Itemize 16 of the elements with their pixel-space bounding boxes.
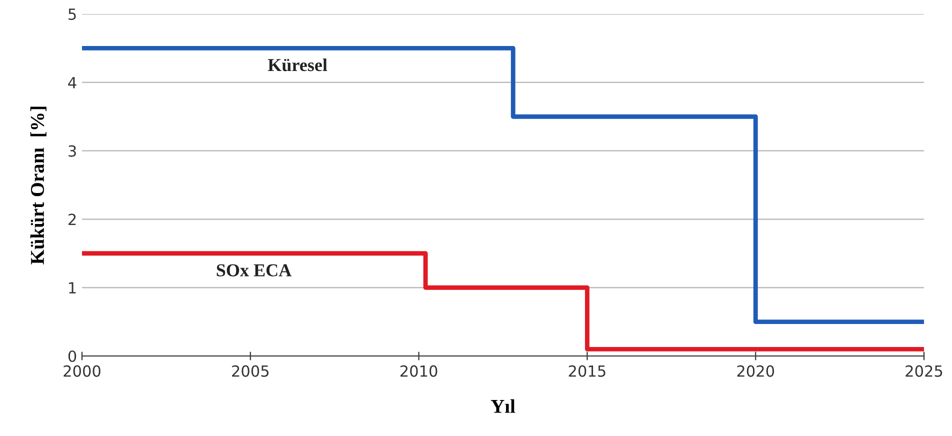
y-tick-label: 3	[68, 145, 76, 157]
x-tick-label: 2020	[737, 365, 774, 377]
y-tick-label: 2	[68, 214, 76, 226]
series-label: Küresel	[268, 58, 328, 72]
x-tick-label: 2005	[232, 365, 269, 377]
y-tick-label: 1	[69, 282, 76, 294]
series-label: SOx ECA	[216, 264, 292, 276]
x-tick-label: 2000	[64, 365, 100, 377]
x-tick-label: 2015	[568, 365, 606, 377]
y-tick-label: 0	[68, 350, 76, 362]
y-axis-title: Kükürt Oranı [%]	[30, 106, 46, 264]
x-axis-title: Yıl	[490, 399, 516, 413]
y-tick-label: 5	[68, 8, 76, 20]
x-tick-label: 2010	[400, 365, 438, 377]
x-tick-label: 2025	[906, 365, 942, 377]
y-tick-label: 4	[68, 77, 76, 88]
